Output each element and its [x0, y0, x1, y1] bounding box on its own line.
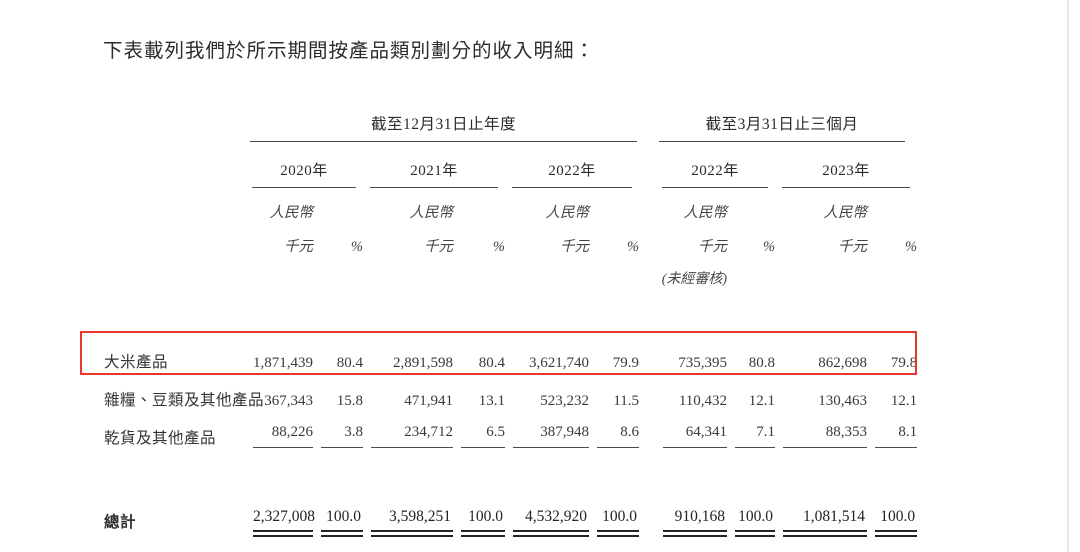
data-cell: 64,341: [655, 410, 728, 448]
data-cell: 8.6: [589, 410, 640, 448]
total-cell: 3,598,251: [363, 490, 453, 537]
data-cell: 79.9: [612, 355, 640, 371]
currency-label: 人民幣: [409, 205, 454, 221]
data-cell: 80.4: [478, 355, 505, 371]
percent-label: %: [350, 239, 363, 255]
total-cell: 100.0: [727, 490, 776, 537]
group-header-quarterly: 截至3月31日止三個月: [655, 96, 917, 142]
group-gap: [639, 96, 655, 142]
data-cell: 88,226: [245, 410, 313, 448]
group-header-quarterly-label: 截至3月31日止三個月: [659, 112, 906, 142]
data-cell: 88,353: [775, 410, 868, 448]
percent-label: %: [626, 239, 640, 255]
data-cell: 3.8: [313, 410, 363, 448]
data-cell: 387,948: [505, 410, 589, 448]
page-edge-divider: [1067, 0, 1069, 552]
data-cell: 80.8: [748, 355, 776, 371]
year-header-2022-q1: 2022年: [655, 142, 775, 188]
data-cell: 11.5: [613, 393, 640, 409]
data-cell: 13.1: [478, 393, 505, 409]
table-row-grains-beans-other: 雜糧、豆類及其他產品 367,343 15.8 471,941 13.1 523…: [95, 372, 917, 410]
unit-label: 千元: [424, 239, 453, 255]
group-header-annual-label: 截至12月31日止年度: [250, 112, 638, 142]
total-cell: 100.0: [867, 490, 918, 537]
row-label-total: 總計: [104, 514, 137, 531]
unit-label: 千元: [698, 239, 728, 255]
year-header-2020: 2020年: [245, 142, 363, 188]
data-cell: 6.5: [453, 410, 505, 448]
data-cell: 15.8: [336, 393, 363, 409]
data-cell: 8.1: [867, 410, 918, 448]
unit-header-row: 千元 % 千元 % 千元 % 千元 % 千元 %: [95, 222, 917, 256]
year-header-row: 2020年 2021年 2022年 2022年 2023年: [95, 142, 917, 188]
total-cell: 1,081,514: [775, 490, 868, 537]
currency-label: 人民幣: [545, 205, 590, 221]
total-cell: 4,532,920: [505, 490, 589, 537]
row-label-dried-goods-other: 乾貨及其他產品: [104, 430, 217, 447]
unaudited-note: (未經審核): [661, 272, 728, 287]
data-cell: 80.4: [336, 355, 363, 371]
data-cell: 234,712: [363, 410, 453, 448]
data-cell: 1,871,439: [253, 355, 313, 371]
currency-label: 人民幣: [269, 205, 314, 221]
data-cell: 7.1: [727, 410, 776, 448]
data-cell: 523,232: [540, 393, 589, 409]
year-header-2021: 2021年: [363, 142, 505, 188]
total-cell: 100.0: [453, 490, 505, 537]
year-header-2022: 2022年: [505, 142, 639, 188]
currency-header-row: 人民幣 人民幣 人民幣 人民幣 人民幣: [95, 188, 917, 222]
year-header-2023-q1: 2023年: [775, 142, 917, 188]
page-title: 下表載列我們於所示期間按產品類別劃分的收入明細：: [103, 41, 596, 62]
data-cell: 12.1: [890, 393, 918, 409]
data-cell: 12.1: [748, 393, 776, 409]
data-cell: 862,698: [818, 355, 868, 371]
total-cell: 2,327,008: [245, 490, 315, 537]
percent-label: %: [492, 239, 505, 255]
table-row-rice-products: 大米產品 1,871,439 80.4 2,891,598 80.4 3,621…: [95, 334, 917, 372]
data-cell: 367,343: [264, 393, 313, 409]
percent-label: %: [904, 239, 918, 255]
revenue-by-product-table: 截至12月31日止年度 截至3月31日止三個月 2020年 2021年 2022…: [95, 96, 918, 537]
currency-label: 人民幣: [683, 205, 728, 221]
total-cell: 910,168: [655, 490, 728, 537]
data-cell: 3,621,740: [529, 355, 589, 371]
period-group-header-row: 截至12月31日止年度 截至3月31日止三個月: [95, 96, 917, 142]
group-header-annual: 截至12月31日止年度: [245, 96, 639, 142]
spacer-row: [95, 288, 917, 334]
data-cell: 130,463: [818, 393, 868, 409]
spacer-row: [95, 448, 917, 490]
total-cell: 100.0: [313, 490, 363, 537]
data-cell: 471,941: [404, 393, 453, 409]
corner-cell: [95, 96, 245, 142]
data-cell: 110,432: [678, 393, 728, 409]
unit-label: 千元: [838, 239, 868, 255]
data-cell: 735,395: [678, 355, 728, 371]
unaudited-note-row: (未經審核): [95, 256, 917, 288]
total-cell: 100.0: [589, 490, 640, 537]
table-row-dried-goods-other: 乾貨及其他產品 88,226 3.8 234,712 6.5 387,948 8…: [95, 410, 918, 448]
row-label-grains-beans-other: 雜糧、豆類及其他產品: [104, 392, 265, 409]
unit-label: 千元: [284, 239, 313, 255]
currency-label: 人民幣: [823, 205, 868, 221]
unit-label: 千元: [560, 239, 589, 255]
empty-cell: [95, 142, 245, 188]
table-row-total: 總計 2,327,008 100.0 3,598,251 100.0 4,532…: [95, 490, 918, 537]
group-gap: [639, 142, 655, 188]
data-cell: 79.8: [890, 355, 918, 371]
percent-label: %: [762, 239, 776, 255]
row-label-rice-products: 大米產品: [104, 354, 169, 371]
data-cell: 2,891,598: [393, 355, 453, 371]
